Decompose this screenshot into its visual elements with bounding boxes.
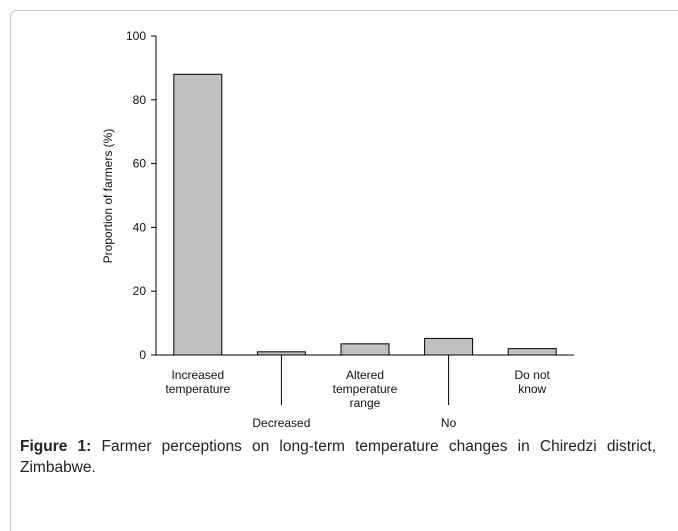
y-tick-label: 80 [133, 93, 147, 107]
x-tick-label: Increased temperature [165, 368, 230, 396]
y-tick-label: 20 [133, 284, 147, 298]
x-tick-label: Do not know [515, 368, 551, 396]
y-tick-label: 100 [126, 29, 146, 43]
x-tick-label: Nochange [429, 416, 469, 430]
caption-text: Farmer perceptions on long-term temperat… [20, 438, 657, 476]
page: Proportion of farmers (%) 0 20 40 60 80 100 In… [10, 10, 678, 531]
figure-frame [10, 10, 678, 531]
x-tick-label: Decreasedtemperature [249, 416, 314, 430]
caption-label: Figure 1: [20, 438, 92, 455]
chart: Proportion of farmers (%) 0 20 40 60 80 100 In… [101, 29, 574, 430]
y-tick-label: 60 [133, 157, 147, 171]
bar [173, 73, 223, 356]
y-axis-label: Proportion of farmers (%) [101, 129, 115, 264]
y-tick-label: 0 [139, 348, 146, 362]
bar [424, 337, 474, 356]
caption: Figure 1: Farmer perceptions on long-ter… [20, 436, 656, 478]
x-tick-label: Altered temperature range [333, 368, 398, 410]
bar [507, 348, 557, 356]
bar [340, 343, 390, 356]
bar [256, 351, 306, 356]
y-tick-label: 40 [133, 220, 147, 234]
